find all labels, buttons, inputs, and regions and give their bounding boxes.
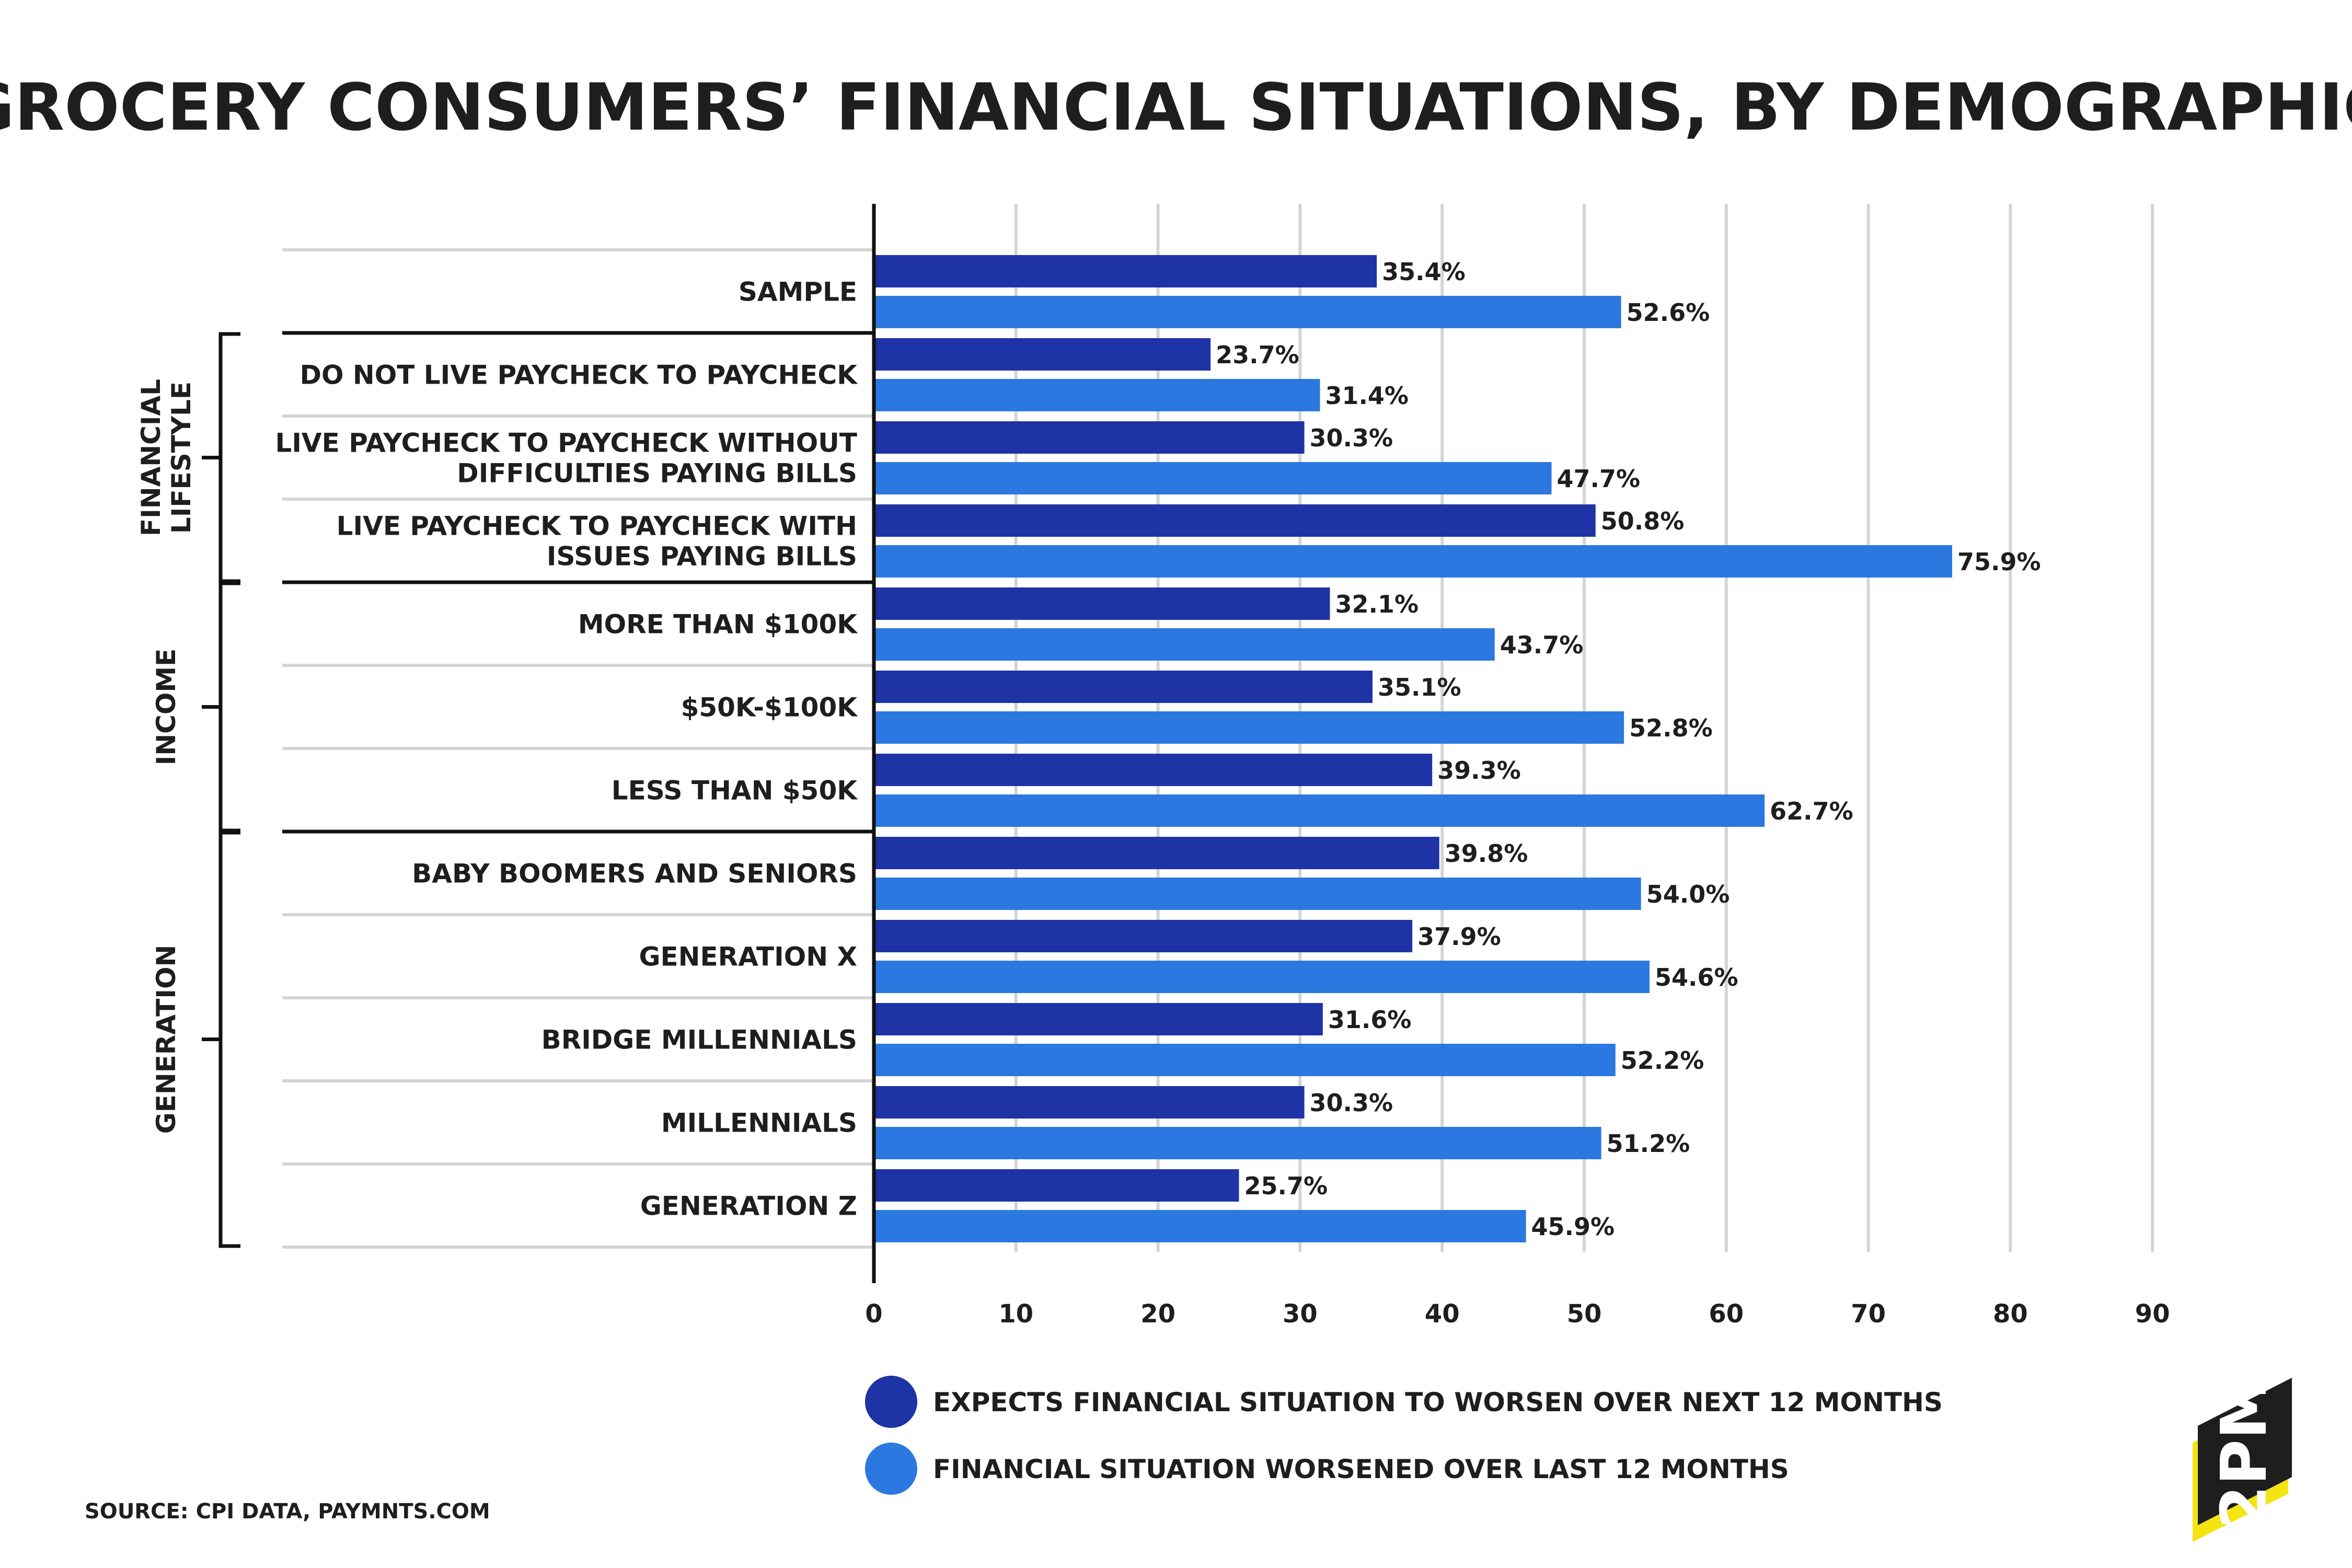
data-label: 37.9%	[1417, 923, 1501, 951]
group-bracket	[218, 332, 240, 583]
group-label: INCOME	[151, 649, 181, 766]
data-label: 50.8%	[1601, 507, 1685, 535]
bars-layer	[874, 255, 1952, 1242]
category-label: BABY BOOMERS AND SENIORS	[412, 859, 857, 889]
chart-title: GROCERY CONSUMERS’ FINANCIAL SITUATIONS,…	[0, 70, 2352, 145]
logo-block	[2198, 1378, 2292, 1525]
category-label: MORE THAN $100K	[578, 609, 858, 640]
category-label: LIVE PAYCHECK TO PAYCHECK WITHOUT DIFFICU…	[275, 428, 857, 489]
data-label: 25.7%	[1244, 1172, 1328, 1200]
data-label: 32.1%	[1335, 590, 1419, 618]
group-label: FINANCIALLIFESTYLE	[136, 379, 197, 536]
category-label: DO NOT LIVE PAYCHECK TO PAYCHECK	[300, 360, 859, 390]
group-bracket	[218, 831, 240, 1248]
data-label: 52.2%	[1621, 1046, 1704, 1075]
group-label: GENERATION	[151, 945, 181, 1134]
x-tick-label: 70	[1851, 1299, 1886, 1329]
category-label: BRIDGE MILLENNIALS	[541, 1025, 857, 1055]
x-tick-label: 90	[2135, 1299, 2170, 1329]
category-label: SAMPLE	[739, 277, 857, 307]
x-tick-label: 60	[1709, 1299, 1744, 1329]
data-label: 43.7%	[1500, 631, 1584, 659]
data-label: 30.3%	[1310, 1089, 1393, 1117]
bar-worsened	[874, 545, 1952, 578]
data-label: 23.7%	[1216, 341, 1299, 369]
data-label: 30.3%	[1310, 424, 1393, 452]
bar-worsened	[874, 1210, 1526, 1242]
data-label: 52.6%	[1627, 298, 1710, 327]
bar-expects-worsen	[874, 338, 1211, 371]
bar-worsened	[874, 379, 1320, 411]
bar-expects-worsen	[874, 671, 1373, 703]
legend-label: EXPECTS FINANCIAL SITUATION TO WORSEN OV…	[933, 1387, 1943, 1417]
legend-swatch-worsened	[865, 1443, 917, 1495]
data-label: 51.2%	[1607, 1129, 1690, 1158]
x-tick-label: 50	[1567, 1299, 1602, 1329]
bar-expects-worsen	[874, 920, 1413, 952]
x-tick-label: 30	[1283, 1299, 1318, 1329]
bar-expects-worsen	[874, 1003, 1323, 1035]
bar-worsened	[874, 296, 1621, 328]
axis-layer: 0 10 20 30 40 50 60 70 80 90	[202, 204, 2170, 1329]
bar-worsened	[874, 1127, 1601, 1159]
legend: EXPECTS FINANCIAL SITUATION TO WORSEN OV…	[865, 1376, 1943, 1495]
bar-expects-worsen	[874, 754, 1433, 786]
data-label: 45.9%	[1531, 1213, 1615, 1241]
x-tick-label: 10	[998, 1299, 1033, 1329]
data-label: 31.6%	[1328, 1006, 1412, 1034]
category-label: LESS THAN $50K	[612, 776, 858, 806]
category-label: LIVE PAYCHECK TO PAYCHECK WITH ISSUES PAY…	[337, 511, 857, 572]
bar-worsened	[874, 878, 1641, 910]
bar-worsened	[874, 1044, 1616, 1076]
bar-worsened	[874, 462, 1552, 494]
bar-expects-worsen	[874, 837, 1439, 869]
bar-expects-worsen	[874, 587, 1330, 620]
data-label: 52.8%	[1629, 714, 1713, 742]
category-label: MILLENNIALS	[661, 1108, 857, 1138]
legend-label: FINANCIAL SITUATION WORSENED OVER LAST 1…	[933, 1454, 1789, 1484]
data-label: 47.7%	[1557, 465, 1640, 493]
bar-worsened	[874, 628, 1495, 661]
legend-swatch-expects-worsen	[865, 1376, 917, 1428]
bar-expects-worsen	[874, 255, 1377, 287]
x-tick-label: 0	[865, 1299, 882, 1329]
data-label: 31.4%	[1325, 382, 1409, 410]
data-label: 39.8%	[1445, 839, 1528, 868]
data-label: 75.9%	[1957, 548, 2041, 576]
source-note: SOURCE: CPI DATA, PAYMNTS.COM	[85, 1500, 490, 1524]
bar-expects-worsen	[874, 1169, 1239, 1202]
bar-worsened	[874, 711, 1624, 744]
data-label: 35.1%	[1378, 673, 1461, 701]
bar-worsened	[874, 961, 1650, 993]
labels-layer: 35.4% 52.6% SAMPLE 23.7% 31.4% DO NOT LIVE PA…	[136, 258, 2041, 1241]
bar-expects-worsen	[874, 1086, 1305, 1119]
grid-layer	[282, 204, 2154, 1252]
bar-worsened	[874, 794, 1765, 827]
x-tick-label: 20	[1140, 1299, 1175, 1329]
data-label: 54.6%	[1655, 963, 1738, 991]
bar-expects-worsen	[874, 504, 1596, 537]
category-label: $50K-$100K	[681, 693, 859, 723]
data-label: 35.4%	[1382, 258, 1466, 286]
logo-2pm: 2PM	[2193, 1377, 2292, 1542]
group-bracket	[218, 581, 240, 833]
x-tick-label: 80	[1993, 1299, 2028, 1329]
data-label: 54.0%	[1646, 880, 1730, 908]
data-label: 39.3%	[1437, 756, 1521, 785]
logo-text: 2PM	[2208, 1377, 2281, 1529]
category-label: GENERATION Z	[640, 1191, 857, 1221]
category-label: GENERATION X	[639, 942, 857, 972]
data-label: 62.7%	[1770, 797, 1853, 825]
x-tick-label: 40	[1425, 1299, 1460, 1329]
bar-expects-worsen	[874, 421, 1305, 454]
